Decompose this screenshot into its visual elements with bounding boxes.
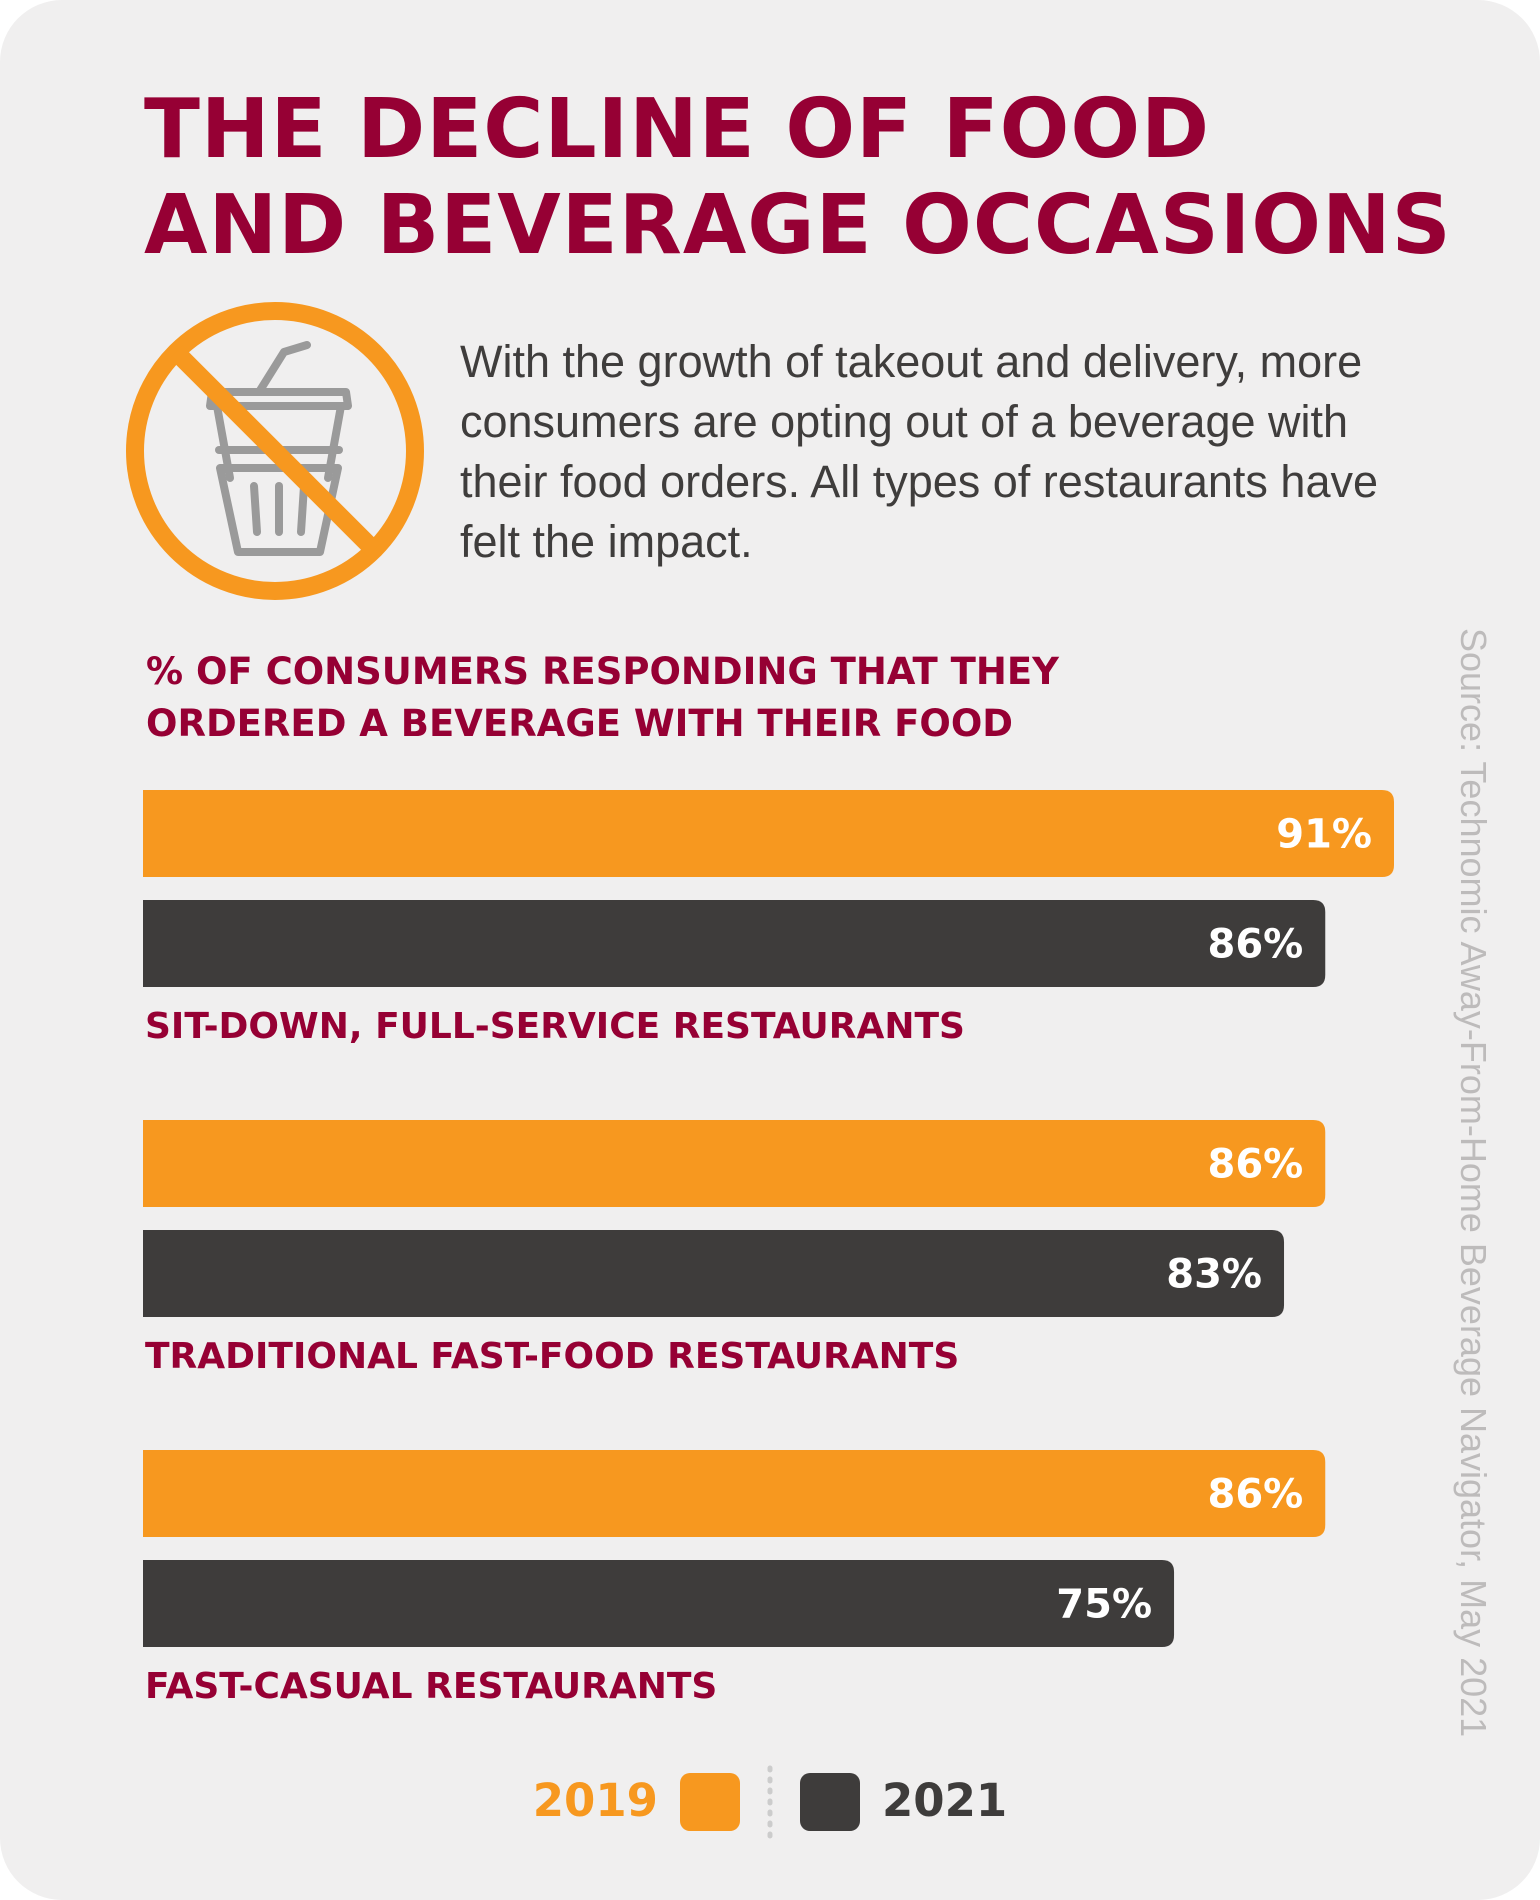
bar-label-2019-3: 86%: [1208, 1472, 1304, 1518]
legend-swatch-2021: [800, 1773, 860, 1831]
category-label-2: TRADITIONAL FAST-FOOD RESTAURANTS: [145, 1336, 959, 1377]
legend-label-2021: 2021: [882, 1774, 1007, 1827]
chart-title-line-2: ORDERED A BEVERAGE WITH THEIR FOOD: [146, 702, 1014, 745]
bar-2021-1: [143, 900, 1326, 987]
bar-2019-3: [143, 1450, 1326, 1537]
source-note: Source: Technomic Away-From-Home Beverag…: [1453, 628, 1494, 1738]
bar-label-2019-2: 86%: [1208, 1142, 1304, 1188]
category-label-3: FAST-CASUAL RESTAURANTS: [145, 1666, 717, 1707]
legend-swatch-2019: [680, 1773, 740, 1831]
intro-text: With the growth of takeout and delivery,…: [460, 336, 1378, 567]
bar-label-2021-3: 75%: [1056, 1582, 1152, 1628]
bar-label-2021-1: 86%: [1208, 922, 1304, 968]
bar-2019-1: [143, 790, 1394, 877]
title-line-2: AND BEVERAGE OCCASIONS: [144, 178, 1452, 273]
bar-2021-2: [143, 1230, 1285, 1317]
chart-title-line-1: % OF CONSUMERS RESPONDING THAT THEY: [146, 650, 1059, 693]
page-title: THE DECLINE OF FOOD AND BEVERAGE OCCASIO…: [144, 82, 1452, 274]
bar-label-2021-2: 83%: [1166, 1252, 1262, 1298]
chart-title: % OF CONSUMERS RESPONDING THAT THEY ORDE…: [146, 646, 1146, 750]
no-beverage-icon: [126, 302, 424, 600]
title-line-1: THE DECLINE OF FOOD: [144, 82, 1211, 177]
bar-2021-3: [143, 1560, 1175, 1647]
bar-label-2019-1: 91%: [1276, 812, 1372, 858]
bar-2019-2: [143, 1120, 1326, 1207]
legend-label-2019: 2019: [533, 1774, 658, 1827]
category-label-1: SIT-DOWN, FULL-SERVICE RESTAURANTS: [145, 1006, 965, 1047]
